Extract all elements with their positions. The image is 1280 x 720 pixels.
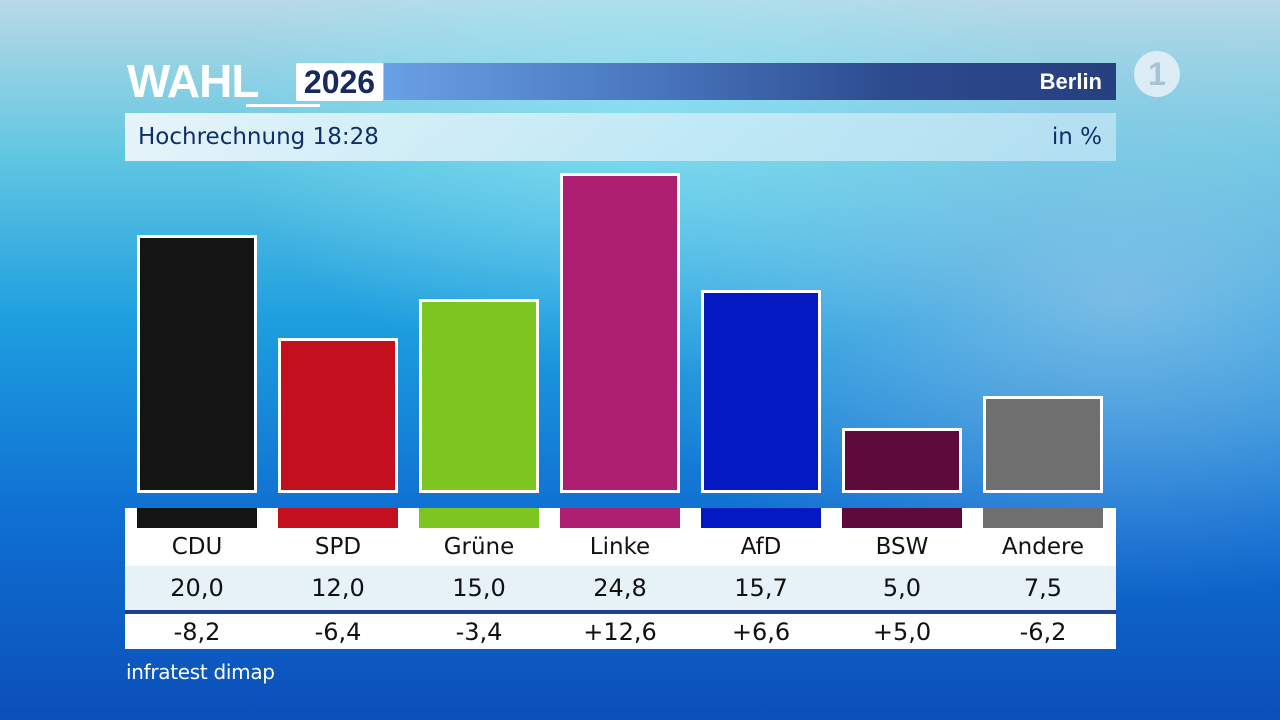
value-label-spd: 12,0: [311, 574, 365, 602]
bar-andere: [983, 396, 1103, 493]
party-name-andere: Andere: [1001, 534, 1085, 560]
value-label-linke: 24,8: [593, 574, 647, 602]
percentage-row: 20,0 12,0 15,0 24,8 15,7 5,0 7,5: [125, 566, 1116, 610]
party-name-spd: SPD: [314, 534, 362, 560]
party-name-gruene: Grüne: [443, 534, 515, 560]
bar-cdu: [137, 235, 257, 493]
value-label-afd: 15,7: [734, 574, 788, 602]
party-name-row: CDU SPD Grüne Linke AfD BSW Andere: [125, 508, 1116, 566]
change-label-linke: +12,6: [583, 618, 657, 646]
wahl-logo-word: WAHL: [127, 55, 259, 107]
wahl-logo-underline: [246, 104, 320, 107]
color-swatch-linke: [560, 508, 680, 528]
region-label: Berlin: [1039, 69, 1102, 94]
subtitle-bar: Hochrechnung 18:28 in %: [125, 113, 1116, 161]
ard-one-logo-icon: 1: [1134, 51, 1180, 97]
results-table: CDU SPD Grüne Linke AfD BSW Andere 20,0 12,0 15,…: [125, 508, 1116, 649]
ard-one-glyph: 1: [1148, 56, 1166, 92]
value-label-andere: 7,5: [1023, 574, 1063, 602]
projection-label: Hochrechnung 18:28: [138, 124, 379, 150]
change-label-spd: -6,4: [314, 618, 362, 646]
change-label-gruene: -3,4: [455, 618, 503, 646]
change-label-cdu: -8,2: [173, 618, 221, 646]
bar-bsw: [842, 428, 962, 493]
bar-chart: [125, 150, 1116, 510]
wahl-logo-year: 2026: [303, 64, 376, 100]
party-name-cdu: CDU: [171, 534, 223, 560]
row-separator: [125, 610, 1116, 614]
change-row: -8,2 -6,4 -3,4 +12,6 +6,6 +5,0 -6,2: [125, 614, 1116, 649]
party-name-afd: AfD: [740, 534, 782, 560]
bar-linke: [560, 173, 680, 493]
bar-spd: [278, 338, 398, 493]
value-label-bsw: 5,0: [882, 574, 922, 602]
title-bar: Berlin: [384, 63, 1116, 100]
wahl-logo-year-box: [296, 63, 383, 101]
change-label-bsw: +5,0: [872, 618, 932, 646]
party-name-bsw: BSW: [875, 534, 929, 560]
change-label-afd: +6,6: [731, 618, 791, 646]
unit-label: in %: [1051, 124, 1102, 150]
party-name-linke: Linke: [589, 534, 651, 560]
color-swatch-bsw: [842, 508, 962, 528]
change-label-andere: -6,2: [1019, 618, 1067, 646]
color-swatch-cdu: [137, 508, 257, 528]
source-label: infratest dimap: [126, 660, 275, 684]
value-label-cdu: 20,0: [170, 574, 224, 602]
color-swatch-spd: [278, 508, 398, 528]
color-swatch-andere: [983, 508, 1103, 528]
bar-gruene: [419, 299, 539, 493]
color-swatch-gruene: [419, 508, 539, 528]
value-label-gruene: 15,0: [452, 574, 506, 602]
color-swatch-afd: [701, 508, 821, 528]
bar-afd: [701, 290, 821, 493]
